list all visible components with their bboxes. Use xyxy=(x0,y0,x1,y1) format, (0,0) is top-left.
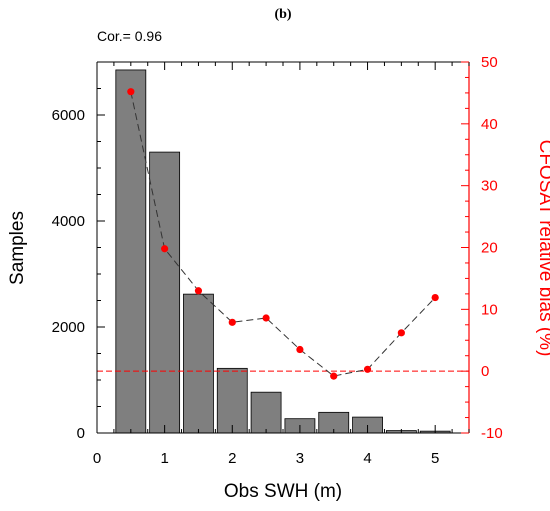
y-tick-label: 0 xyxy=(77,425,85,442)
panel-label: (b) xyxy=(274,7,291,22)
x-tick-label: 3 xyxy=(296,450,304,467)
bias-point xyxy=(397,329,405,337)
y-tick-label: 6000 xyxy=(52,107,85,124)
y-tick-label: 4000 xyxy=(52,213,85,230)
bias-point xyxy=(363,365,372,373)
bar xyxy=(250,391,282,434)
bias-point xyxy=(262,314,270,322)
y2-axis-label: CFOSAT relative bias (%) xyxy=(535,140,550,357)
y2-tick-label: 10 xyxy=(481,301,498,318)
y2-tick-label: 0 xyxy=(481,363,489,380)
bias-line xyxy=(130,91,436,377)
bias-point xyxy=(127,88,135,96)
correlation-annotation: Cor.= 0.96 xyxy=(97,28,162,44)
y2-tick-label: 50 xyxy=(481,54,498,71)
y2-tick-label: 30 xyxy=(481,178,498,195)
x-tick-label: 0 xyxy=(93,450,101,467)
bias-point xyxy=(330,372,338,380)
x-tick-label: 4 xyxy=(363,450,371,467)
bias-point xyxy=(161,245,169,253)
bar xyxy=(183,293,214,434)
bias-line-layer xyxy=(127,88,439,380)
y2-tick-label: 20 xyxy=(481,240,498,257)
bias-point xyxy=(228,318,236,326)
y2-tick-label: -10 xyxy=(481,425,503,442)
bias-point xyxy=(431,293,439,302)
x-tick-label: 5 xyxy=(431,450,439,467)
x-tick-label: 2 xyxy=(228,450,236,467)
y-tick-label: 2000 xyxy=(52,319,85,336)
y-axis-label: Samples xyxy=(7,211,28,285)
x-axis-label: Obs SWH (m) xyxy=(224,481,342,502)
bar xyxy=(216,367,248,434)
bar xyxy=(115,69,147,434)
bias-point xyxy=(194,287,203,295)
bias-point xyxy=(296,345,304,354)
x-tick-label: 1 xyxy=(160,450,168,467)
y2-tick-label: 40 xyxy=(481,116,498,133)
bar xyxy=(149,151,181,434)
